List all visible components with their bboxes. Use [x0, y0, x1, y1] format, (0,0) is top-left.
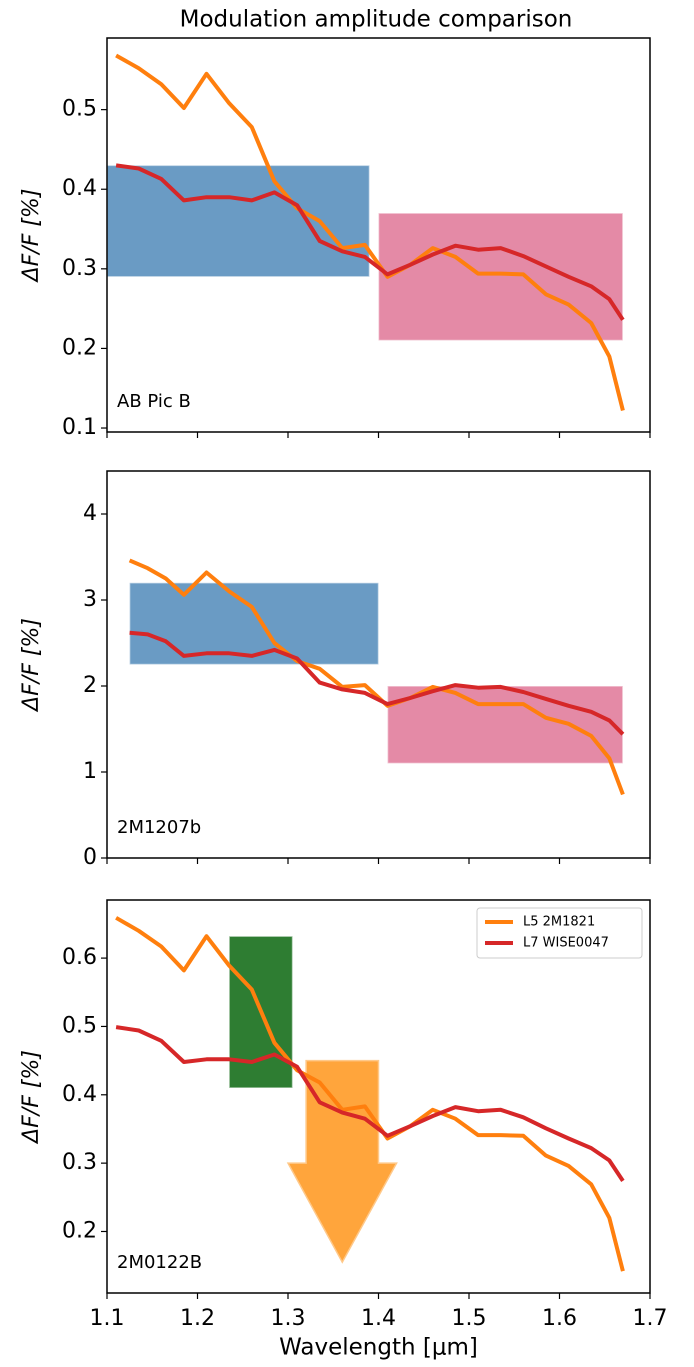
panel-annotation: 2M0122B [117, 1252, 202, 1273]
y-axis-label: ΔF/F [%] [19, 189, 44, 284]
y-tick-label: 0.3 [62, 1150, 97, 1175]
y-tick-label: 0.6 [62, 945, 97, 970]
panel-annotation: 2M1207b [117, 817, 201, 838]
plot-area [115, 916, 625, 1272]
plot-area [107, 53, 625, 411]
y-tick-label: 4 [83, 501, 97, 526]
legend-box [476, 907, 643, 959]
x-tick-label: 1.7 [633, 1306, 668, 1331]
y-tick-label: 0.4 [62, 176, 97, 201]
region [386, 685, 624, 765]
y-tick-label: 2 [83, 673, 97, 698]
panel-annotation: AB Pic B [117, 391, 191, 412]
x-axis-label: Wavelength [μm] [279, 1335, 478, 1361]
y-tick-label: 0.1 [62, 415, 97, 440]
x-tick-label: 1.2 [180, 1306, 215, 1331]
plot-area [128, 558, 625, 796]
series-line [115, 916, 625, 1272]
region [128, 582, 380, 666]
y-tick-label: 3 [83, 587, 97, 612]
x-tick-label: 1.4 [361, 1306, 396, 1331]
series-line [128, 558, 625, 796]
series-line [115, 163, 625, 321]
y-tick-label: 0 [83, 845, 97, 870]
y-axis-label: ΔF/F [%] [19, 1050, 44, 1145]
y-tick-label: 0.2 [62, 335, 97, 360]
y-tick-label: 1 [83, 759, 97, 784]
series-line [115, 1025, 625, 1183]
series-line [115, 53, 625, 411]
y-tick-label: 0.2 [62, 1218, 97, 1243]
y-tick-label: 0.3 [62, 256, 97, 281]
y-tick-label: 0.5 [62, 97, 97, 122]
region [107, 164, 371, 278]
y-axis-label: ΔF/F [%] [19, 618, 44, 713]
x-tick-label: 1.6 [542, 1306, 577, 1331]
upper-limit-arrow [286, 1059, 398, 1264]
x-tick-label: 1.1 [90, 1306, 125, 1331]
region [377, 212, 624, 342]
x-tick-label: 1.5 [452, 1306, 487, 1331]
legend-label: L5 2M1821 [523, 915, 595, 930]
y-tick-label: 0.4 [62, 1082, 97, 1107]
x-tick-label: 1.3 [271, 1306, 306, 1331]
series-line [129, 630, 625, 736]
chart-title: Modulation amplitude comparison [180, 7, 573, 33]
y-tick-label: 0.5 [62, 1013, 97, 1038]
legend-label: L7 WISE0047 [523, 936, 609, 951]
